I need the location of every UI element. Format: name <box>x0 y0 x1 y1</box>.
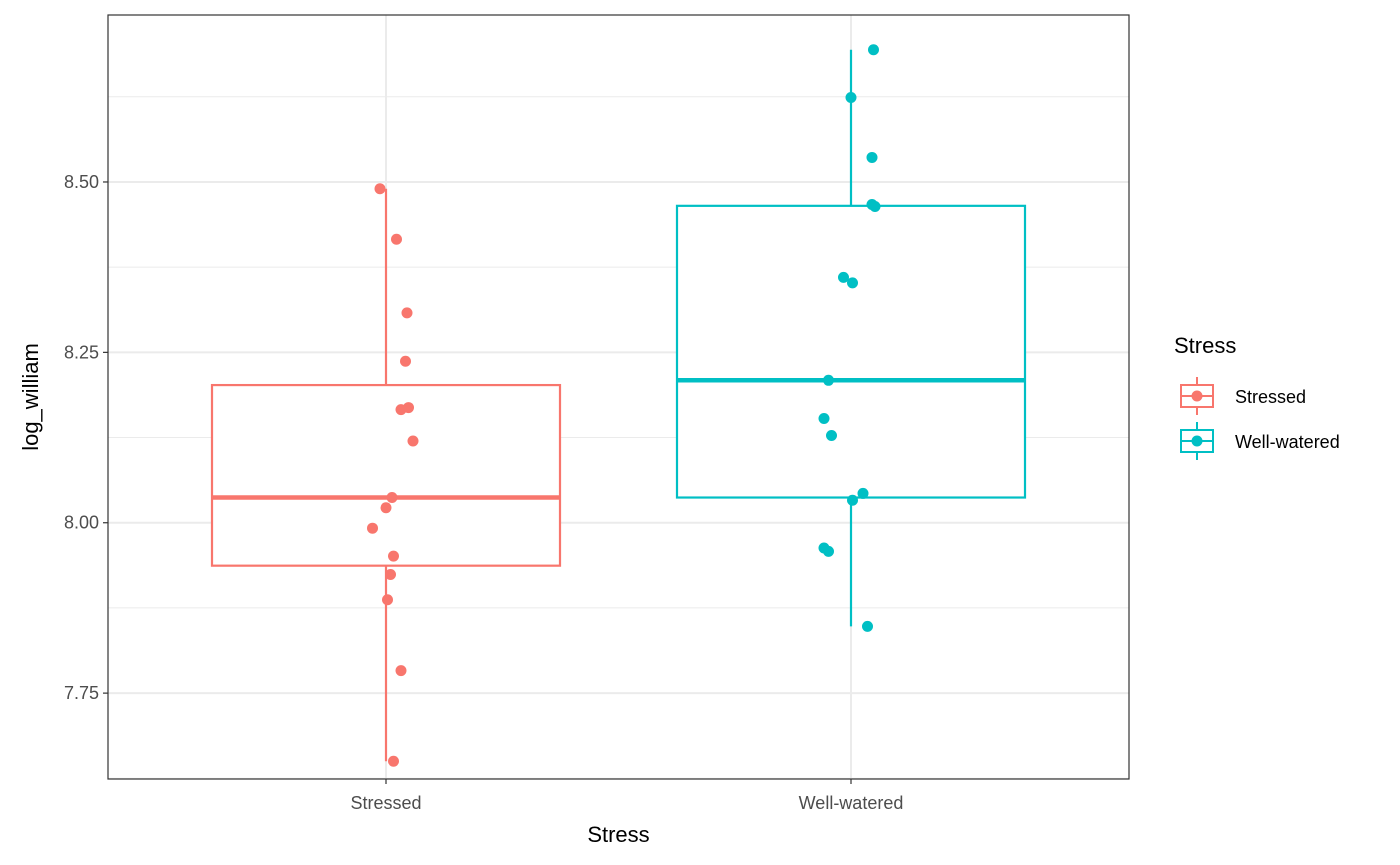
y-axis-title: log_william <box>18 343 43 451</box>
box-iqr <box>210 383 562 567</box>
data-point <box>400 355 411 367</box>
data-point <box>823 545 834 557</box>
panel-border <box>107 14 1130 780</box>
data-point <box>401 307 413 319</box>
y-tick-label: 7.75 <box>64 683 99 703</box>
y-tick-label: 8.50 <box>64 172 99 192</box>
data-point <box>367 522 378 534</box>
data-point <box>823 374 834 386</box>
point-layer <box>367 44 881 767</box>
data-point <box>386 492 398 504</box>
data-point <box>838 271 849 283</box>
data-point <box>395 404 407 416</box>
data-point <box>818 412 830 424</box>
x-tick-label: Well-watered <box>799 793 904 813</box>
data-point <box>868 44 879 56</box>
data-point <box>869 201 881 213</box>
data-point <box>388 755 399 767</box>
data-point <box>385 569 396 581</box>
y-tick-label: 8.00 <box>64 513 99 533</box>
y-axis-ticks: 7.75 8.00 8.25 8.50 <box>64 172 108 703</box>
data-point <box>380 502 392 514</box>
data-point <box>382 594 393 606</box>
box-iqr <box>675 204 1027 499</box>
data-point <box>407 435 419 447</box>
data-point <box>857 487 869 499</box>
legend-title: Stress <box>1174 333 1236 358</box>
y-tick-label: 8.25 <box>64 342 99 362</box>
data-point <box>391 233 402 245</box>
data-point <box>845 91 857 103</box>
data-point <box>395 665 407 677</box>
data-point <box>862 620 873 632</box>
data-point <box>847 277 858 289</box>
legend-label: Well-watered <box>1235 432 1340 452</box>
x-tick-label: Stressed <box>350 793 421 813</box>
legend-key-point <box>1191 435 1203 447</box>
data-point <box>374 183 386 195</box>
x-axis-ticks: Stressed Well-watered <box>350 779 903 813</box>
data-point <box>826 430 837 442</box>
data-point <box>847 494 858 506</box>
legend: Stress Stressed Well-watered <box>1174 333 1340 460</box>
legend-label: Stressed <box>1235 387 1306 407</box>
box-layer <box>210 49 1027 762</box>
data-point <box>388 550 399 562</box>
x-axis-title: Stress <box>587 822 649 847</box>
data-point <box>866 151 878 163</box>
legend-key-point <box>1191 390 1203 402</box>
